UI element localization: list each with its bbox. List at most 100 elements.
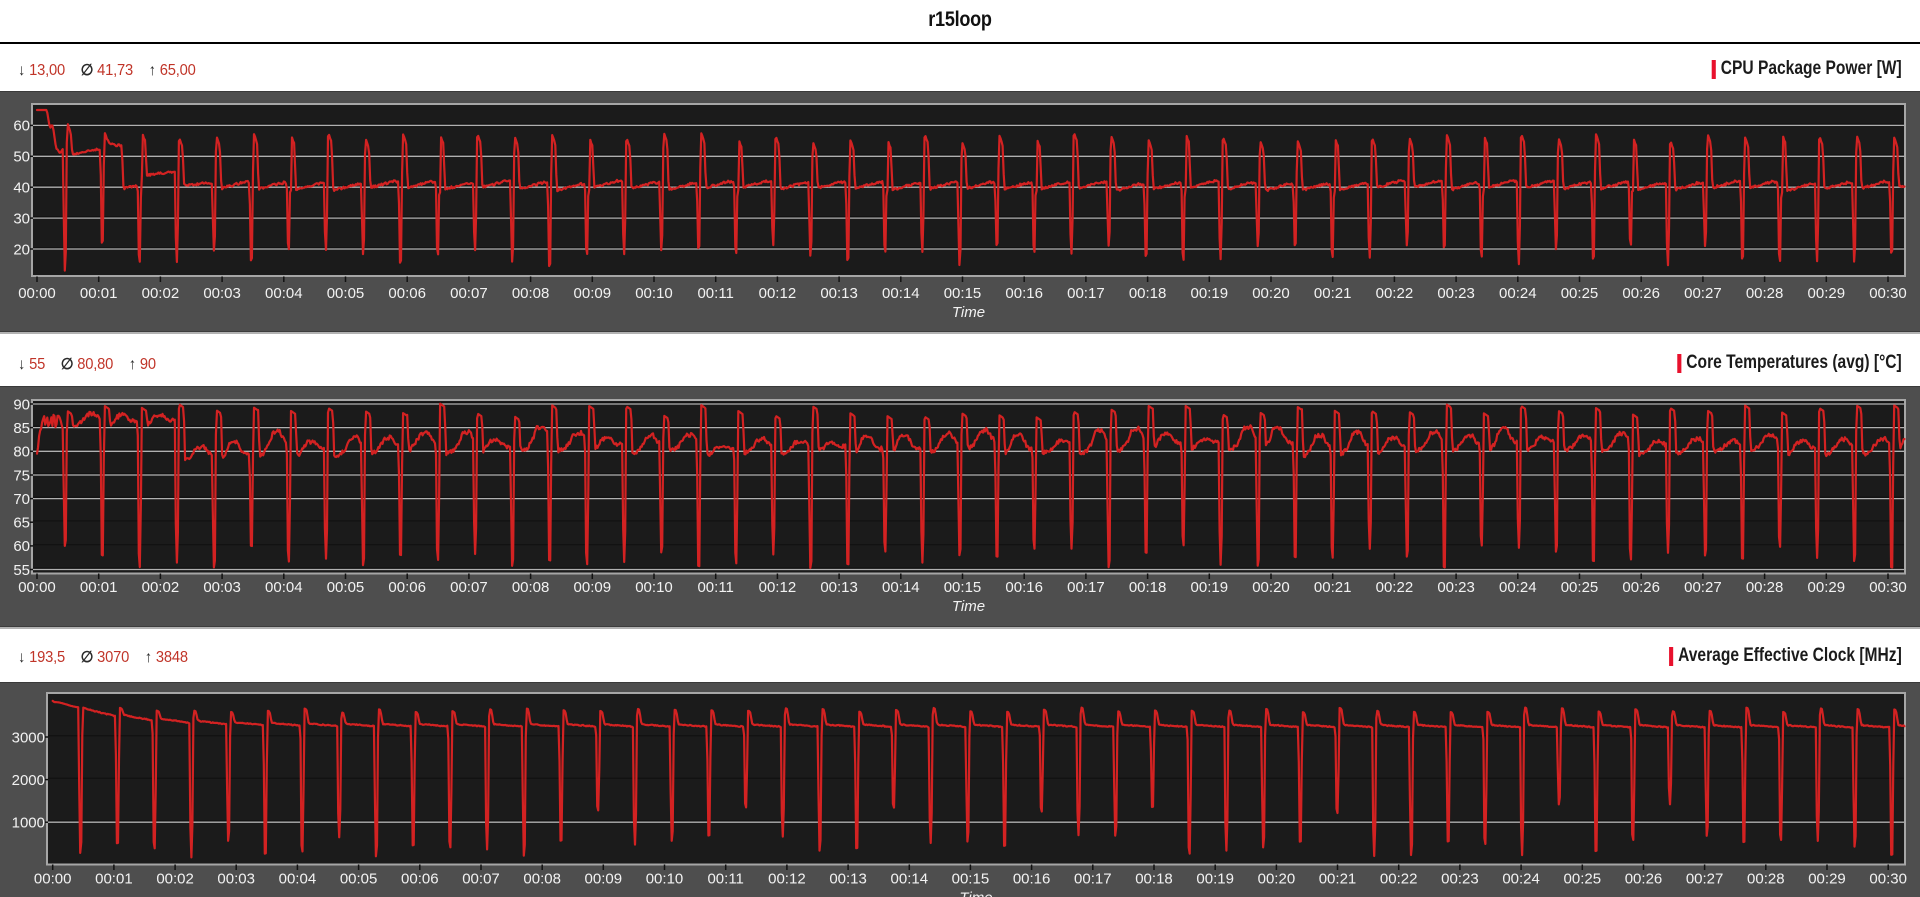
svg-text:00:02: 00:02 [142, 579, 180, 596]
svg-text:00:18: 00:18 [1135, 871, 1173, 888]
svg-text:00:26: 00:26 [1622, 579, 1660, 596]
svg-text:00:09: 00:09 [574, 285, 612, 302]
svg-text:00:21: 00:21 [1314, 579, 1352, 596]
svg-text:00:28: 00:28 [1747, 871, 1785, 888]
svg-text:00:18: 00:18 [1129, 579, 1167, 596]
svg-text:00:19: 00:19 [1191, 285, 1229, 302]
svg-text:00:06: 00:06 [388, 579, 426, 596]
svg-text:00:12: 00:12 [768, 871, 806, 888]
svg-text:00:27: 00:27 [1684, 285, 1722, 302]
svg-text:00:05: 00:05 [327, 285, 365, 302]
svg-text:00:14: 00:14 [882, 579, 920, 596]
svg-text:00:16: 00:16 [1005, 579, 1043, 596]
svg-text:00:01: 00:01 [80, 285, 118, 302]
svg-text:00:00: 00:00 [18, 579, 56, 596]
svg-text:00:26: 00:26 [1622, 285, 1660, 302]
svg-text:00:10: 00:10 [635, 285, 673, 302]
svg-text:50: 50 [13, 149, 30, 166]
svg-text:00:11: 00:11 [707, 871, 743, 888]
svg-text:00:11: 00:11 [697, 285, 733, 302]
svg-text:00:15: 00:15 [944, 579, 982, 596]
svg-text:00:28: 00:28 [1746, 285, 1784, 302]
svg-text:00:30: 00:30 [1869, 579, 1907, 596]
svg-text:00:04: 00:04 [265, 285, 303, 302]
svg-text:00:04: 00:04 [265, 579, 303, 596]
svg-text:Time: Time [952, 598, 985, 615]
svg-text:75: 75 [13, 467, 30, 484]
svg-text:Time: Time [952, 304, 985, 321]
svg-text:00:17: 00:17 [1067, 579, 1105, 596]
svg-text:00:27: 00:27 [1684, 579, 1722, 596]
svg-text:00:17: 00:17 [1067, 285, 1105, 302]
svg-text:00:08: 00:08 [512, 579, 550, 596]
svg-text:00:02: 00:02 [156, 871, 194, 888]
svg-text:00:05: 00:05 [340, 871, 378, 888]
svg-text:00:16: 00:16 [1005, 285, 1043, 302]
svg-text:00:08: 00:08 [512, 285, 550, 302]
svg-text:00:24: 00:24 [1499, 579, 1537, 596]
svg-text:00:19: 00:19 [1196, 871, 1234, 888]
svg-text:00:11: 00:11 [697, 579, 733, 596]
svg-text:00:19: 00:19 [1191, 579, 1229, 596]
svg-text:00:13: 00:13 [820, 579, 858, 596]
svg-text:00:09: 00:09 [585, 871, 623, 888]
svg-text:00:07: 00:07 [450, 579, 488, 596]
svg-text:00:14: 00:14 [882, 285, 920, 302]
svg-text:00:24: 00:24 [1502, 871, 1540, 888]
svg-text:00:08: 00:08 [523, 871, 561, 888]
svg-text:00:20: 00:20 [1252, 579, 1290, 596]
svg-text:00:13: 00:13 [829, 871, 867, 888]
svg-text:00:03: 00:03 [217, 871, 255, 888]
svg-text:00:20: 00:20 [1252, 285, 1290, 302]
svg-text:00:12: 00:12 [759, 285, 797, 302]
svg-text:00:00: 00:00 [18, 285, 56, 302]
svg-text:00:18: 00:18 [1129, 285, 1167, 302]
svg-text:55: 55 [13, 562, 30, 579]
svg-text:60: 60 [13, 538, 30, 555]
svg-text:00:23: 00:23 [1437, 285, 1475, 302]
svg-text:00:10: 00:10 [635, 579, 673, 596]
svg-text:Time: Time [959, 890, 992, 897]
svg-text:3000: 3000 [12, 729, 45, 746]
svg-text:30: 30 [13, 210, 30, 227]
svg-text:00:14: 00:14 [891, 871, 929, 888]
svg-text:00:05: 00:05 [327, 579, 365, 596]
svg-text:40: 40 [13, 180, 30, 197]
svg-text:00:04: 00:04 [279, 871, 317, 888]
svg-text:00:29: 00:29 [1808, 285, 1846, 302]
svg-text:00:25: 00:25 [1561, 579, 1599, 596]
svg-text:00:06: 00:06 [401, 871, 439, 888]
svg-text:1000: 1000 [12, 815, 45, 832]
svg-text:70: 70 [13, 491, 30, 508]
svg-text:00:25: 00:25 [1564, 871, 1602, 888]
svg-text:65: 65 [13, 515, 30, 532]
svg-text:00:24: 00:24 [1499, 285, 1537, 302]
svg-text:00:02: 00:02 [142, 285, 180, 302]
svg-text:00:09: 00:09 [574, 579, 612, 596]
svg-text:00:10: 00:10 [646, 871, 684, 888]
svg-text:00:22: 00:22 [1380, 871, 1418, 888]
svg-text:00:28: 00:28 [1746, 579, 1784, 596]
svg-text:00:23: 00:23 [1437, 579, 1475, 596]
svg-text:00:07: 00:07 [462, 871, 500, 888]
svg-text:00:16: 00:16 [1013, 871, 1051, 888]
svg-text:00:21: 00:21 [1314, 285, 1352, 302]
svg-text:00:22: 00:22 [1376, 579, 1414, 596]
svg-text:00:17: 00:17 [1074, 871, 1112, 888]
svg-text:00:30: 00:30 [1869, 285, 1907, 302]
svg-text:00:03: 00:03 [203, 285, 241, 302]
svg-text:00:15: 00:15 [952, 871, 990, 888]
svg-text:00:07: 00:07 [450, 285, 488, 302]
svg-text:80: 80 [13, 444, 30, 461]
svg-text:00:29: 00:29 [1808, 579, 1846, 596]
svg-text:00:21: 00:21 [1319, 871, 1357, 888]
svg-text:00:20: 00:20 [1258, 871, 1296, 888]
svg-text:90: 90 [13, 396, 30, 413]
svg-text:20: 20 [13, 241, 30, 258]
svg-text:00:23: 00:23 [1441, 871, 1479, 888]
svg-text:00:00: 00:00 [34, 871, 72, 888]
svg-text:00:26: 00:26 [1625, 871, 1663, 888]
svg-text:00:01: 00:01 [95, 871, 133, 888]
svg-text:85: 85 [13, 420, 30, 437]
svg-text:60: 60 [13, 118, 30, 135]
